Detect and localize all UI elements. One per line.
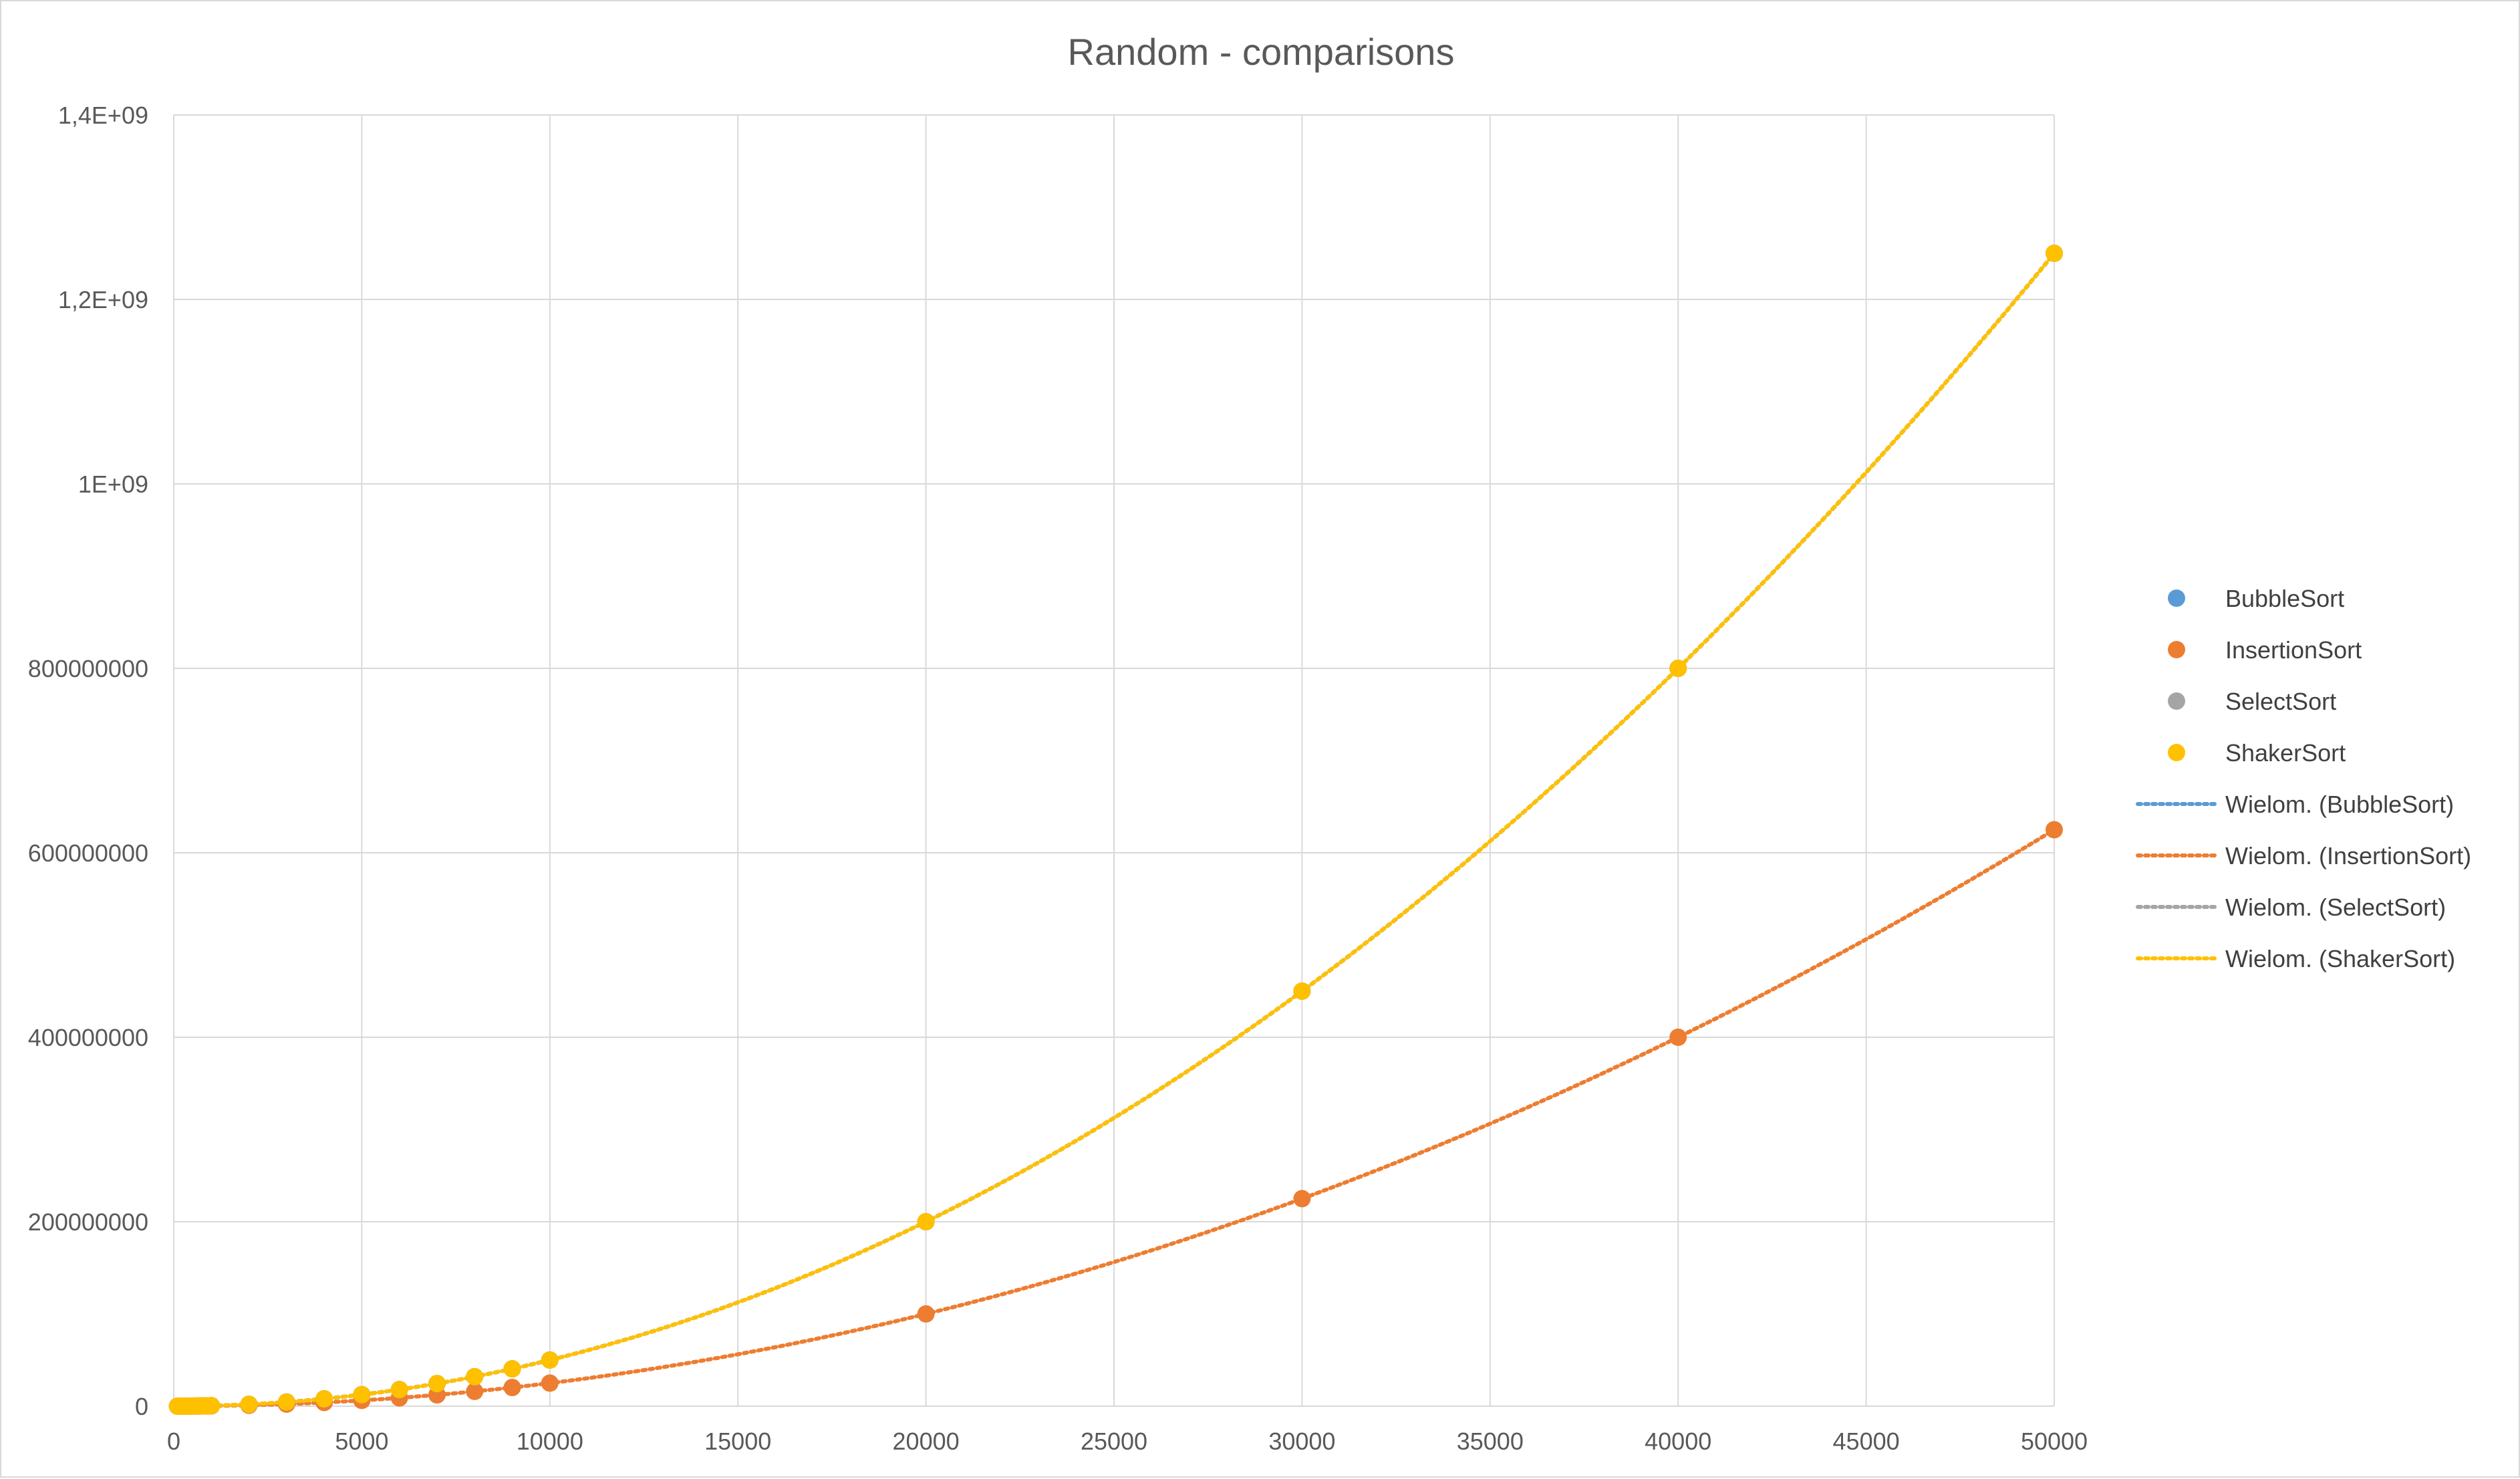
point-insertionsort: [466, 1382, 484, 1400]
legend-marker-bubblesort: [2168, 589, 2185, 607]
legend-marker-selectsort: [2168, 692, 2185, 710]
legend-label: Wielom. (ShakerSort): [2225, 945, 2455, 972]
point-shakersort: [1669, 660, 1687, 677]
y-tick-label: 1E+09: [78, 470, 148, 498]
x-tick-label: 50000: [2021, 1428, 2088, 1455]
point-shakersort: [202, 1397, 221, 1415]
y-tick-label: 600000000: [28, 839, 148, 867]
point-insertionsort: [1669, 1029, 1687, 1046]
x-tick-label: 30000: [1268, 1428, 1335, 1455]
x-tick-label: 40000: [1645, 1428, 1711, 1455]
trendline-shakersort: [172, 251, 2056, 1408]
legend-label: Wielom. (BubbleSort): [2225, 791, 2454, 818]
legend-label: Wielom. (InsertionSort): [2225, 842, 2471, 869]
legend-label: SelectSort: [2225, 688, 2336, 715]
x-tick-label: 20000: [893, 1428, 960, 1455]
y-tick-label: 1,2E+09: [58, 286, 148, 313]
point-insertionsort: [2046, 821, 2063, 839]
point-insertionsort: [917, 1305, 935, 1323]
x-tick-label: 35000: [1457, 1428, 1524, 1455]
point-shakersort: [428, 1375, 446, 1393]
point-shakersort: [466, 1367, 484, 1385]
point-shakersort: [277, 1393, 295, 1411]
legend-marker-insertionsort: [2168, 641, 2185, 658]
point-shakersort: [390, 1381, 408, 1399]
y-tick-label: 200000000: [28, 1208, 148, 1236]
y-tick-label: 800000000: [28, 655, 148, 682]
point-shakersort: [503, 1360, 521, 1378]
legend-label: BubbleSort: [2225, 585, 2344, 612]
legend-label: ShakerSort: [2225, 739, 2346, 767]
point-shakersort: [315, 1389, 333, 1407]
y-tick-label: 0: [135, 1393, 148, 1420]
legend-label: Wielom. (SelectSort): [2225, 894, 2446, 921]
point-shakersort: [541, 1351, 559, 1369]
x-tick-label: 5000: [335, 1428, 388, 1455]
point-insertionsort: [1293, 1190, 1311, 1208]
y-tick-label: 1,4E+09: [58, 102, 148, 129]
x-tick-label: 15000: [704, 1428, 771, 1455]
point-shakersort: [353, 1385, 371, 1403]
y-tick-label: 400000000: [28, 1024, 148, 1051]
legend-label: InsertionSort: [2225, 636, 2362, 664]
point-shakersort: [240, 1395, 258, 1414]
x-tick-label: 0: [167, 1428, 180, 1455]
point-shakersort: [917, 1213, 935, 1230]
legend-marker-shakersort: [2168, 744, 2185, 761]
point-shakersort: [2046, 245, 2063, 262]
chart-title: Random - comparisons: [1068, 31, 1455, 73]
x-tick-label: 10000: [517, 1428, 583, 1455]
x-tick-label: 45000: [1833, 1428, 1900, 1455]
point-shakersort: [1293, 982, 1311, 1000]
point-insertionsort: [541, 1374, 559, 1392]
trendline-insertionsort: [172, 827, 2056, 1408]
point-insertionsort: [503, 1379, 521, 1397]
x-tick-label: 25000: [1081, 1428, 1147, 1455]
